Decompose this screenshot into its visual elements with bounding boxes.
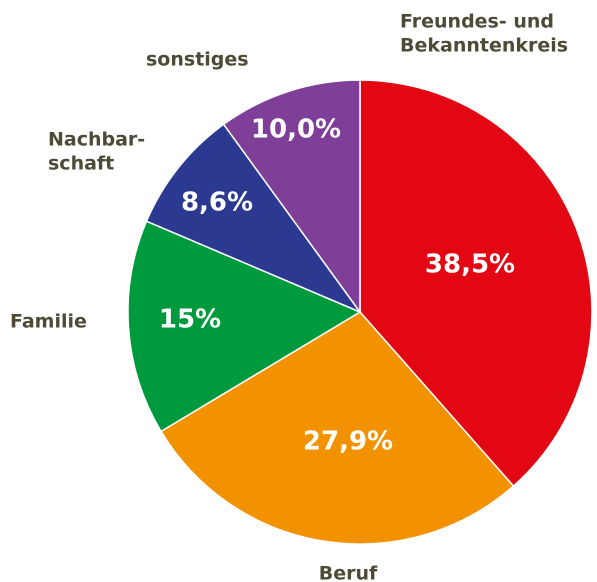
- category-label: schaft: [48, 153, 114, 175]
- value-label: 27,9%: [303, 427, 393, 457]
- value-label: 38,5%: [425, 250, 515, 280]
- pie-slice: [127, 220, 362, 433]
- pie-slice: [160, 311, 515, 545]
- category-label: Beruf: [319, 563, 378, 582]
- category-label: Bekanntenkreis: [400, 35, 568, 57]
- category-label: sonstiges: [146, 49, 249, 71]
- pie-slice: [145, 123, 363, 314]
- category-label: Familie: [10, 311, 87, 333]
- pie-slice: [222, 79, 361, 315]
- value-label: 15%: [159, 305, 221, 335]
- value-label: 8,6%: [181, 188, 253, 218]
- pie-slice: [359, 79, 593, 488]
- category-label: Nachbar-: [48, 129, 145, 151]
- category-label: Freundes- und: [400, 11, 554, 33]
- value-label: 10,0%: [251, 115, 341, 145]
